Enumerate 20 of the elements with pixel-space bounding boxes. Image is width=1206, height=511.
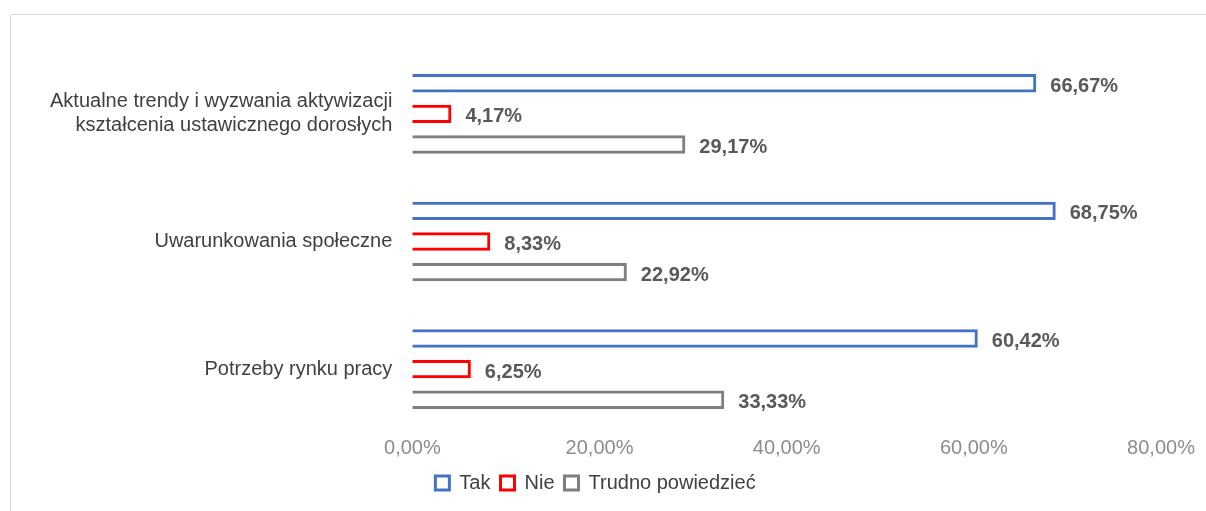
- data-label: 6,25%: [484, 359, 542, 382]
- y-tick-label: Aktualne trendy i wyzwania aktywizacji kształcenia ustawicznego dorosłych: [49, 89, 393, 136]
- legend-label: Tak: [459, 470, 492, 493]
- data-label: 66,67%: [1050, 73, 1119, 96]
- data-label: 22,92%: [640, 262, 709, 285]
- y-tick-label: Potrzeby rynku pracy: [204, 356, 393, 379]
- x-tick-label: 60,00%: [939, 435, 1008, 458]
- data-label: 29,17%: [699, 134, 768, 157]
- data-label: 60,42%: [991, 329, 1060, 352]
- y-tick-label: Uwarunkowania społeczne: [154, 229, 393, 252]
- data-label: 4,17%: [465, 104, 523, 127]
- legend-label: Trudno powiedzieć: [588, 470, 756, 493]
- x-tick-label: 80,00%: [1127, 435, 1196, 458]
- x-tick-label: 40,00%: [752, 435, 821, 458]
- legend-label: Nie: [524, 470, 555, 493]
- x-tick-label: 20,00%: [565, 435, 634, 458]
- data-label: 68,75%: [1069, 201, 1138, 224]
- x-tick-label: 0,00%: [384, 435, 441, 458]
- data-label: 8,33%: [504, 232, 562, 255]
- data-label: 33,33%: [738, 390, 807, 413]
